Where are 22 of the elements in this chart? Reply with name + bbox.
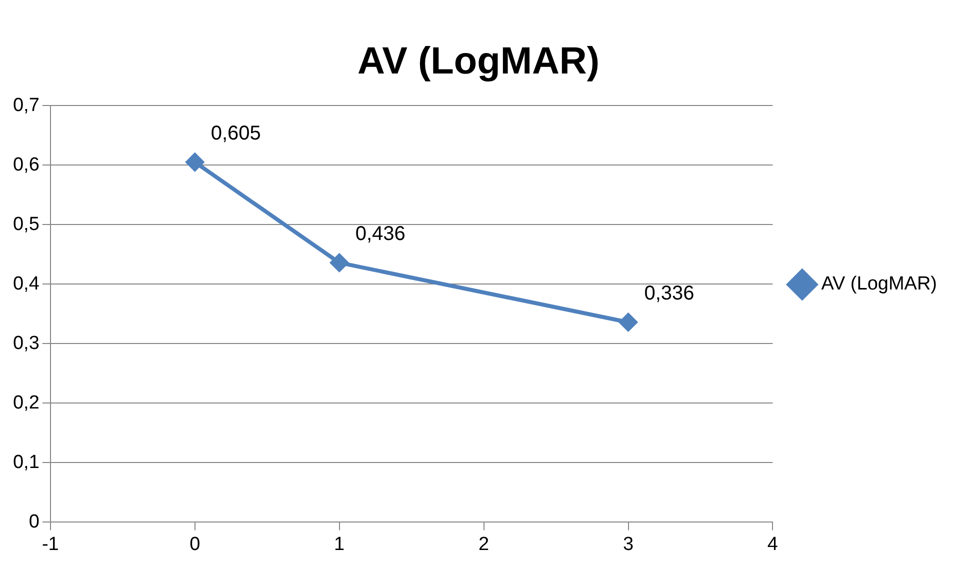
- x-tick-label: 3: [622, 534, 634, 555]
- x-tick-label: 4: [767, 534, 778, 555]
- y-tick-label: 0,7: [12, 94, 40, 116]
- y-tick-label: 0,5: [12, 214, 40, 235]
- data-label: 0,436: [355, 223, 406, 246]
- x-tick-label: -1: [42, 534, 59, 555]
- x-tick-label: 0: [190, 534, 200, 555]
- point: [330, 254, 348, 272]
- y-tick-label: 0,1: [12, 452, 40, 473]
- y-tick-label: 0,6: [12, 154, 40, 176]
- point: [619, 313, 638, 332]
- y-tick-label: 0: [28, 511, 40, 532]
- data-label: 0,605: [210, 122, 261, 145]
- x-tick-label: 2: [478, 534, 490, 555]
- point: [186, 153, 204, 172]
- legend-label: AV (LogMAR): [821, 274, 938, 295]
- y-tick-label: 0,4: [12, 273, 40, 294]
- y-tick-label: 0,3: [12, 332, 40, 354]
- y-tick-label: 0,2: [12, 392, 40, 414]
- data-label: 0,336: [644, 282, 694, 305]
- chart-title: AV (LogMAR): [357, 40, 600, 82]
- x-tick-label: 1: [334, 534, 345, 555]
